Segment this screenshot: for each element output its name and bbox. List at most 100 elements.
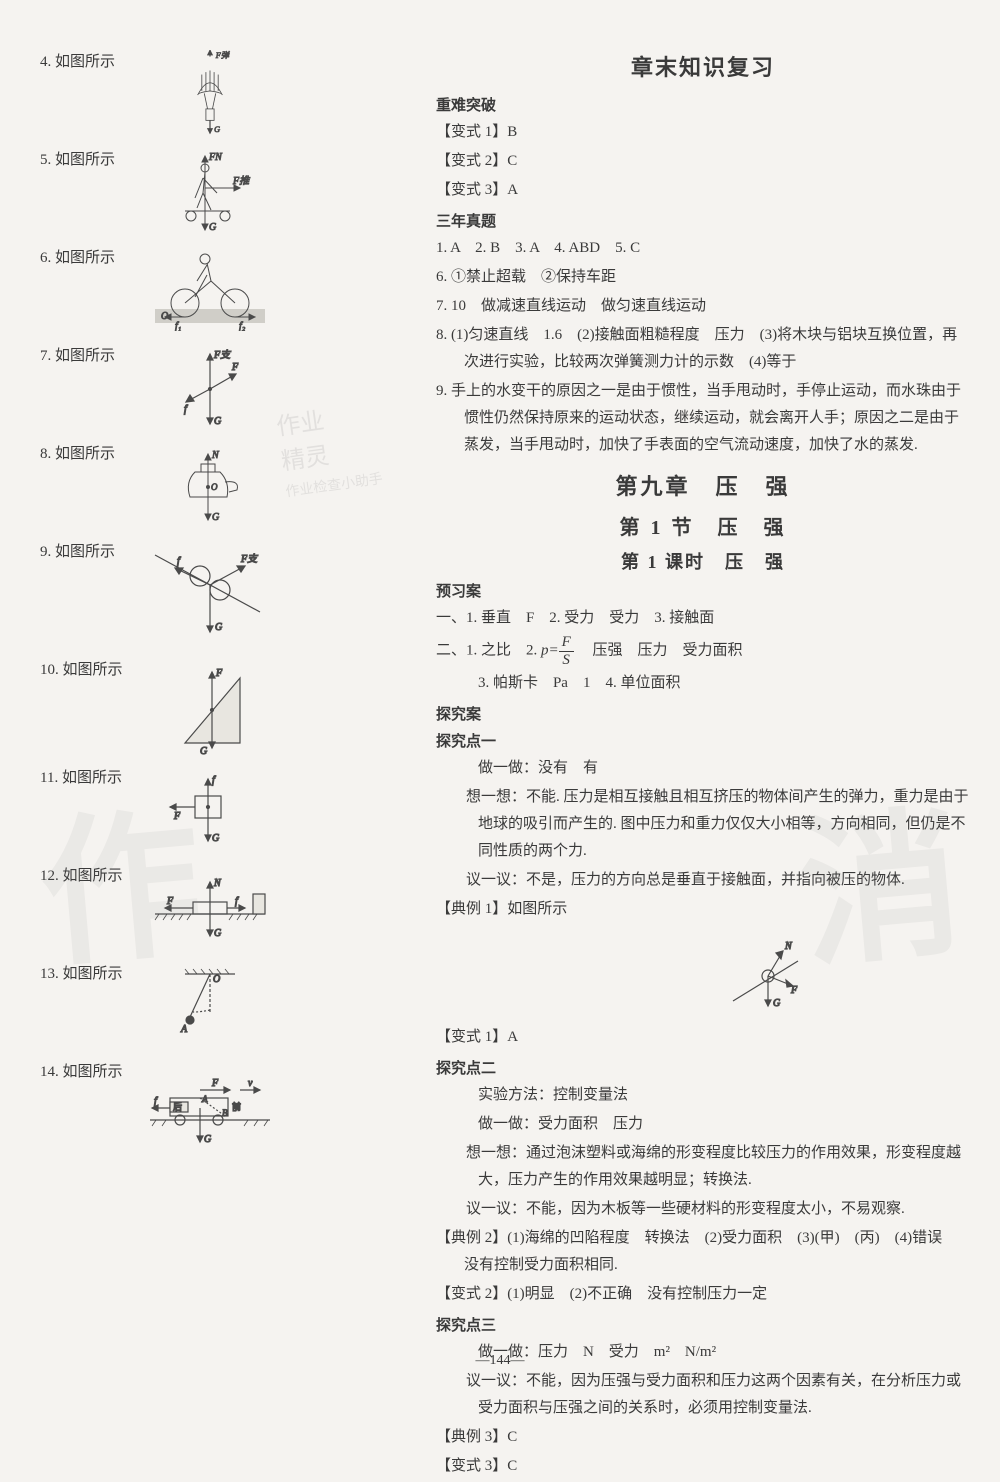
diagram-14: 后 前 F v A B f G: [140, 1060, 280, 1150]
item-14: 14. 如图所示 后 前 F v: [40, 1060, 406, 1150]
svg-text:F: F: [790, 985, 798, 996]
pt2-think: 想一想：通过泡沫塑料或海绵的形变程度比较压力的作用效果，形变程度越大，压力产生的…: [436, 1140, 970, 1194]
preview-2: 二、1. 之比 2. p=FS 压强 压力 受力面积: [436, 634, 970, 668]
threeyear-heading: 三年真题: [436, 210, 970, 231]
svg-text:F推: F推: [232, 175, 250, 187]
svg-text:O: O: [213, 974, 220, 985]
item-4-label: 4. 如图所示: [40, 50, 140, 74]
pt1-think: 想一想：不能. 压力是相互接触且相互挤压的物体间产生的弹力，重力是由于地球的吸引…: [436, 784, 970, 865]
svg-text:B: B: [222, 1108, 228, 1118]
diagram-13: O A: [140, 962, 280, 1052]
example-1-label: 【典例 1】如图所示: [436, 896, 970, 923]
variant-1a: 【变式 1】A: [436, 1024, 970, 1051]
item-11-label: 11. 如图所示: [40, 766, 140, 790]
variant-2: 【变式 2】C: [436, 148, 970, 175]
pt2-method: 实验方法：控制变量法: [436, 1082, 970, 1109]
example-1-diagram: N G F: [556, 931, 970, 1016]
preview-1: 一、1. 垂直 F 2. 受力 受力 3. 接触面: [436, 605, 970, 632]
svg-text:F: F: [166, 896, 174, 907]
answer-7: 7. 10 做减速直线运动 做匀速直线运动: [436, 293, 970, 320]
svg-text:F: F: [215, 668, 223, 679]
page-container: 4. 如图所示 F弹: [30, 50, 970, 1482]
diagram-8: N G O: [140, 442, 280, 532]
explore-pt3-heading: 探究点三: [436, 1314, 970, 1335]
formula-num: F: [559, 634, 574, 652]
svg-text:A: A: [201, 1094, 208, 1104]
svg-text:G: G: [214, 928, 221, 939]
variant-1: 【变式 1】B: [436, 119, 970, 146]
item-11: 11. 如图所示 f F G: [40, 766, 406, 856]
explore-pt1-heading: 探究点一: [436, 730, 970, 751]
example-2: 【典例 2】(1)海绵的凹陷程度 转换法 (2)受力面积 (3)(甲) (丙) …: [436, 1225, 970, 1279]
svg-text:f: f: [235, 896, 239, 907]
item-6: 6. 如图所示 f₁: [40, 246, 406, 336]
answer-9: 9. 手上的水变干的原因之一是由于惯性，当手甩动时，手停止运动，而水珠由于惯性仍…: [436, 378, 970, 459]
variant-3: 【变式 3】A: [436, 177, 970, 204]
diagram-11: f F G: [140, 766, 280, 856]
svg-text:G: G: [212, 833, 219, 844]
item-4: 4. 如图所示 F弹: [40, 50, 406, 140]
pt3-discuss: 议一议：不能，因为压强与受力面积和压力这两个因素有关，在分析压力或受力面积与压强…: [436, 1368, 970, 1422]
svg-text:G: G: [200, 746, 207, 757]
item-10: 10. 如图所示 F G: [40, 658, 406, 758]
right-column: 章末知识复习 重难突破 【变式 1】B 【变式 2】C 【变式 3】A 三年真题…: [436, 50, 970, 1482]
item-9: 9. 如图所示 f F支 G: [40, 540, 406, 650]
item-9-label: 9. 如图所示: [40, 540, 140, 564]
item-8: 8. 如图所示 N G O: [40, 442, 406, 532]
svg-text:后: 后: [173, 1102, 182, 1112]
svg-text:f: f: [177, 556, 181, 567]
diagram-6: f₁ f₂ O: [140, 246, 280, 336]
variant-3c: 【变式 3】C: [436, 1453, 970, 1480]
svg-text:G: G: [214, 125, 220, 134]
preview-3: 3. 帕斯卡 Pa 1 4. 单位面积: [436, 670, 970, 697]
pt2-do: 做一做：受力面积 压力: [436, 1111, 970, 1138]
left-column: 4. 如图所示 F弹: [30, 50, 406, 1482]
explore-pt2-heading: 探究点二: [436, 1057, 970, 1078]
chapter-title: 第九章 压 强: [436, 469, 970, 501]
item-13: 13. 如图所示 O A: [40, 962, 406, 1052]
diagram-10: F G: [140, 658, 280, 758]
svg-text:F支: F支: [213, 349, 231, 361]
svg-text:A: A: [180, 1024, 188, 1035]
diagram-9: f F支 G: [140, 540, 280, 650]
svg-text:G: G: [214, 416, 221, 427]
svg-text:f: f: [212, 775, 216, 786]
diagram-7: F支 F f G: [140, 344, 280, 434]
item-14-label: 14. 如图所示: [40, 1060, 140, 1084]
item-7: 7. 如图所示 F支 F f G: [40, 344, 406, 434]
answer-1-5: 1. A 2. B 3. A 4. ABD 5. C: [436, 235, 970, 262]
difficulty-heading: 重难突破: [436, 94, 970, 115]
item-10-label: 10. 如图所示: [40, 658, 140, 682]
pt1-do: 做一做：没有 有: [436, 755, 970, 782]
section-title: 第 1 节 压 强: [436, 511, 970, 540]
formula-fraction: FS: [559, 634, 574, 668]
pt2-discuss: 议一议：不能，因为木板等一些硬材料的形变程度太小，不易观察.: [436, 1196, 970, 1223]
answer-8: 8. (1)匀速直线 1.6 (2)接触面粗糙程度 压力 (3)将木块与铝块互换…: [436, 322, 970, 376]
svg-text:FN: FN: [208, 152, 223, 163]
explore-heading: 探究案: [436, 703, 970, 724]
item-13-label: 13. 如图所示: [40, 962, 140, 986]
preview-heading: 预习案: [436, 580, 970, 601]
item-5: 5. 如图所示 FN: [40, 148, 406, 238]
svg-text:G: G: [215, 622, 222, 633]
item-12-label: 12. 如图所示: [40, 864, 140, 888]
svg-text:N: N: [784, 941, 793, 952]
pt1-discuss: 议一议：不是，压力的方向总是垂直于接触面，并指向被压的物体.: [436, 867, 970, 894]
svg-text:v: v: [248, 1078, 253, 1089]
chapter-review-title: 章末知识复习: [436, 50, 970, 82]
answer-6: 6. ①禁止超载 ②保持车距: [436, 264, 970, 291]
svg-text:f₂: f₂: [239, 321, 246, 331]
svg-text:G: G: [212, 512, 219, 523]
example-3: 【典例 3】C: [436, 1424, 970, 1451]
svg-text:F支: F支: [240, 553, 258, 565]
svg-text:N: N: [211, 450, 220, 461]
formula-p: p=: [541, 642, 559, 658]
variant-2-ans: 【变式 2】(1)明显 (2)不正确 没有控制压力一定: [436, 1281, 970, 1308]
item-7-label: 7. 如图所示: [40, 344, 140, 368]
item-8-label: 8. 如图所示: [40, 442, 140, 466]
page-number: —144—: [476, 1353, 525, 1369]
svg-text:G: G: [204, 1134, 211, 1145]
lesson-title: 第 1 课时 压 强: [436, 548, 970, 574]
svg-text:f: f: [184, 404, 188, 415]
item-5-label: 5. 如图所示: [40, 148, 140, 172]
